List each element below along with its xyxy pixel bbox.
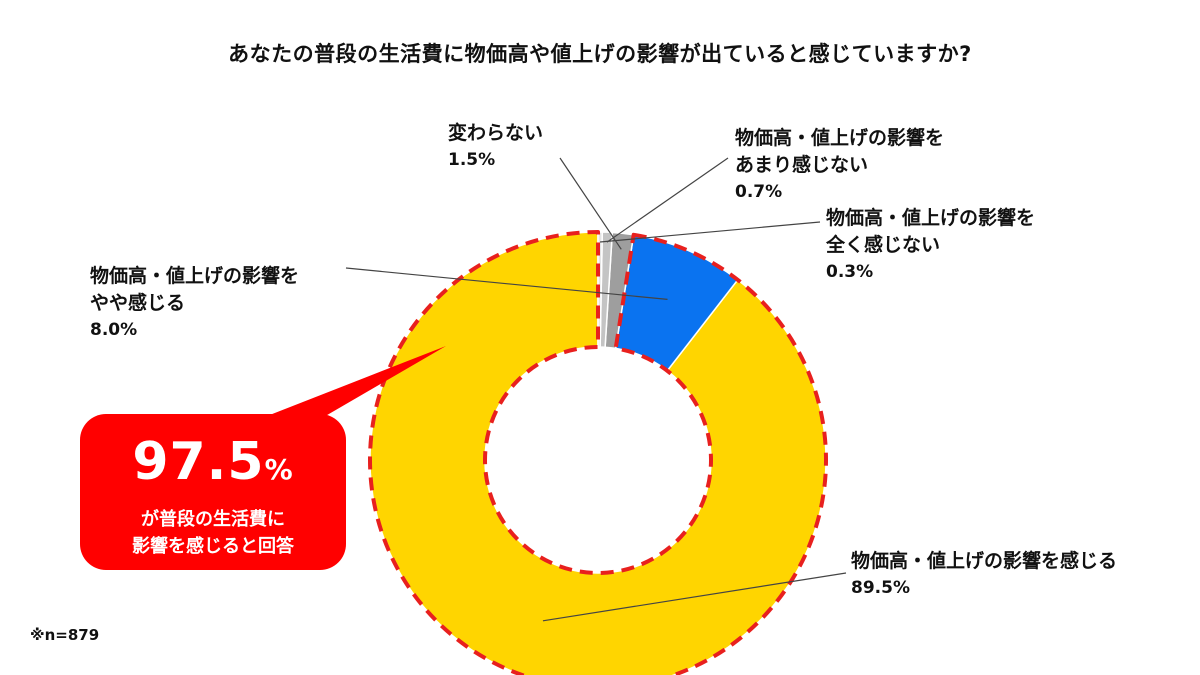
label-not-much-line1: 物価高・値上げの影響を	[735, 127, 945, 149]
label-unchanged: 変わらない 1.5%	[448, 120, 543, 174]
sample-size-note: ※n=879	[30, 626, 100, 644]
label-not-at-all-line2: 全く感じない	[826, 234, 941, 256]
callout-subtext: が普段の生活費に 影響を感じると回答	[82, 506, 344, 560]
label-unchanged-text: 変わらない	[448, 122, 544, 144]
callout-text: 97.5% が普段の生活費に 影響を感じると回答	[82, 432, 344, 560]
leader-line-2	[559, 157, 622, 250]
label-not-at-all-pct: 0.3%	[826, 262, 874, 282]
label-not-at-all-line1: 物価高・値上げの影響を	[826, 207, 1036, 229]
leader-line-4	[600, 221, 821, 243]
callout-box	[80, 414, 346, 570]
label-feel-text: 物価高・値上げの影響を感じる	[851, 550, 1118, 572]
callout-unit: %	[264, 453, 294, 486]
chart-title: あなたの普段の生活費に物価高や値上げの影響が出ていると感じていますか?	[228, 42, 972, 66]
label-feel-pct: 89.5%	[851, 578, 910, 598]
label-not-much-line2: あまり感じない	[735, 154, 869, 176]
callout-line2: 影響を感じると回答	[132, 536, 294, 557]
leader-line-0	[542, 572, 847, 622]
label-somewhat-feel: 物価高・値上げの影響を やや感じる 8.0%	[90, 263, 299, 344]
label-somewhat-feel-line1: 物価高・値上げの影響を	[90, 265, 300, 287]
callout-pointer	[262, 346, 446, 418]
callout-line1: が普段の生活費に	[141, 509, 285, 530]
callout-value: 97.5	[132, 432, 265, 492]
highlight-dashed-border	[368, 230, 828, 675]
leader-line-1	[345, 267, 668, 300]
label-unchanged-pct: 1.5%	[448, 150, 496, 170]
callout-percent: 97.5%	[82, 432, 344, 500]
label-not-much: 物価高・値上げの影響を あまり感じない 0.7%	[735, 125, 944, 206]
leader-line-3	[606, 157, 729, 243]
label-not-at-all: 物価高・値上げの影響を 全く感じない 0.3%	[826, 205, 1035, 286]
label-somewhat-feel-pct: 8.0%	[90, 320, 138, 340]
label-not-much-pct: 0.7%	[735, 182, 783, 202]
label-somewhat-feel-line2: やや感じる	[90, 292, 186, 314]
label-feel: 物価高・値上げの影響を感じる 89.5%	[851, 548, 1117, 602]
